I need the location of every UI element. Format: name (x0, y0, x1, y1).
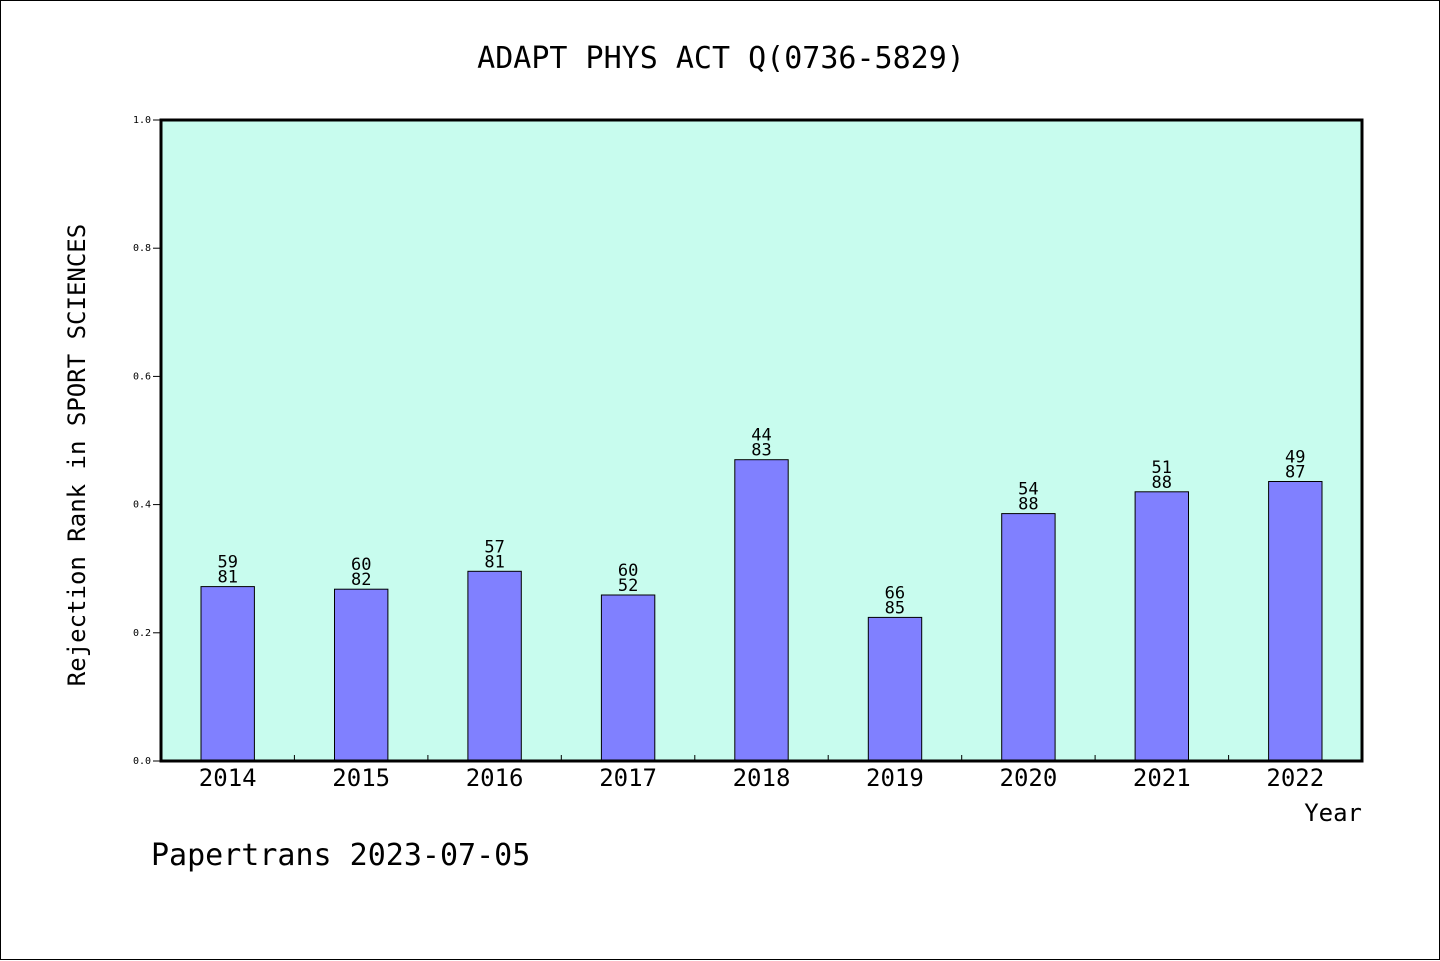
bar-label-bottom-2015: 82 (351, 570, 371, 590)
bar-2014 (200, 586, 255, 762)
bar-2016 (467, 570, 522, 762)
y-tick-label: 0.8 (133, 243, 151, 254)
x-tick-label-2014: 2014 (199, 764, 257, 792)
bar-2019 (867, 616, 923, 762)
bar-label-bottom-2020: 88 (1018, 495, 1038, 515)
y-tick-label: 1.0 (133, 115, 151, 126)
x-tick-label-2021: 2021 (1133, 764, 1191, 792)
bar-label-bottom-2022: 87 (1285, 463, 1305, 483)
bar-label-top-2015: 60 (351, 555, 371, 575)
bar-label-top-2020: 54 (1018, 480, 1038, 500)
y-tick-label: 0.6 (133, 371, 151, 382)
bar-2021 (1134, 491, 1189, 762)
y-tick-label: 0.0 (133, 756, 151, 767)
bar-label-bottom-2019: 85 (885, 598, 905, 618)
chart-title: ADAPT PHYS ACT Q(0736-5829) (477, 41, 965, 76)
bar-label-top-2017: 60 (618, 561, 638, 581)
bar-label-top-2014: 59 (217, 553, 237, 573)
bar-label-top-2016: 57 (484, 537, 504, 557)
x-tick-label-2018: 2018 (733, 764, 791, 792)
bar-label-bottom-2017: 52 (618, 576, 638, 596)
bar-2015 (334, 588, 389, 762)
bar-label-top-2021: 51 (1152, 458, 1172, 478)
footer-credit: Papertrans 2023-07-05 (151, 838, 530, 873)
plot-border (159, 118, 1364, 763)
bar-label-top-2018: 44 (751, 426, 771, 446)
x-tick-label-2016: 2016 (466, 764, 524, 792)
bar-2017 (600, 594, 656, 762)
bar-label-bottom-2016: 81 (484, 552, 504, 572)
x-tick-label-2020: 2020 (1000, 764, 1058, 792)
bar-label-bottom-2018: 83 (751, 441, 771, 461)
bar-label-top-2022: 49 (1285, 448, 1305, 468)
x-tick-label-2019: 2019 (866, 764, 924, 792)
bar-label-bottom-2014: 81 (217, 568, 237, 588)
x-axis-label: Year (1304, 799, 1362, 827)
x-tick-label-2017: 2017 (599, 764, 657, 792)
y-tick-label: 0.4 (133, 500, 151, 511)
x-tick-label-2015: 2015 (332, 764, 390, 792)
bar-2022 (1268, 481, 1323, 762)
x-tick-label-2022: 2022 (1266, 764, 1324, 792)
y-tick-label: 0.2 (133, 628, 151, 639)
bar-label-top-2019: 66 (885, 583, 905, 603)
bar-2018 (734, 459, 789, 762)
y-axis-label: Rejection Rank in SPORT SCIENCES (63, 224, 91, 686)
bar-2020 (1001, 513, 1056, 762)
bar-label-bottom-2021: 88 (1152, 473, 1172, 493)
